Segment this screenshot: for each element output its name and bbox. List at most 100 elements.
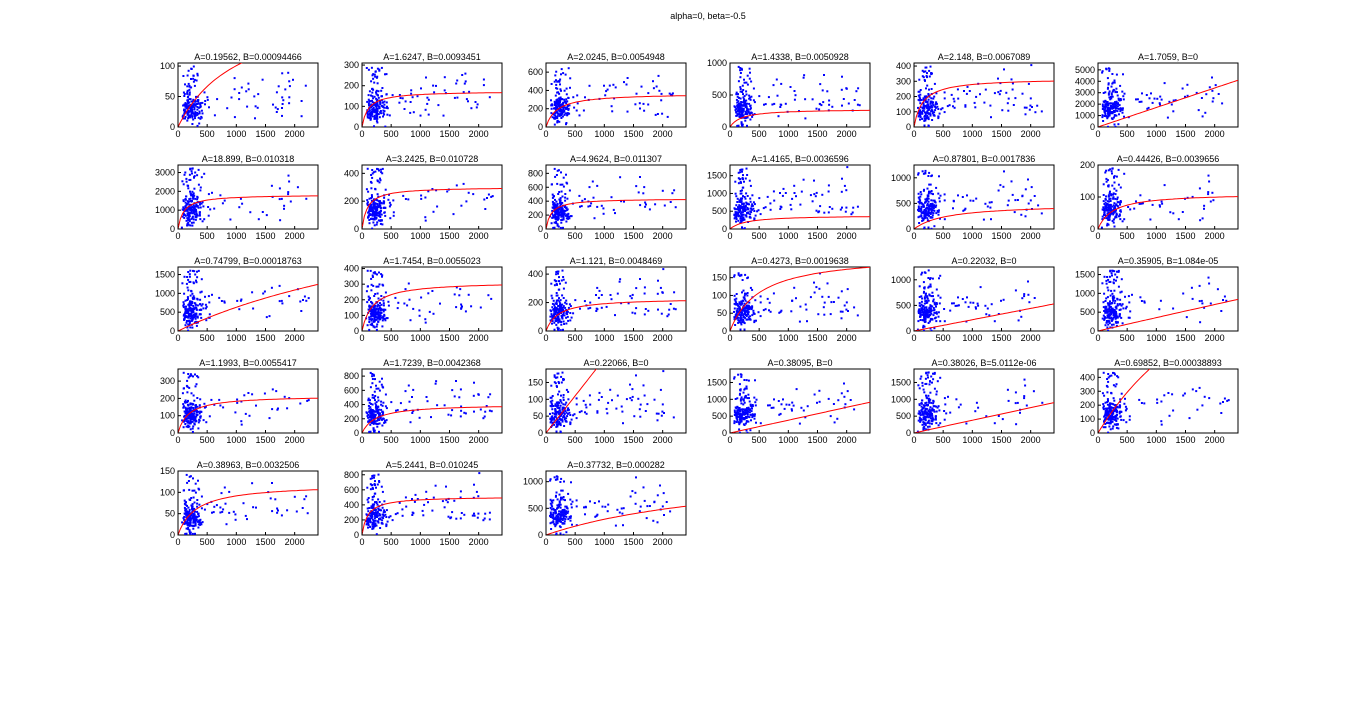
scatter-point — [930, 329, 933, 331]
scatter-point — [378, 318, 381, 321]
y-tick-label: 0 — [538, 122, 543, 132]
y-tick-label: 300 — [160, 376, 175, 386]
scatter-point — [588, 186, 591, 189]
scatter-point — [383, 103, 386, 106]
scatter-point — [372, 88, 375, 91]
scatter-point — [738, 302, 741, 305]
scatter-point — [558, 98, 561, 101]
scatter-point — [373, 117, 376, 120]
scatter-point — [567, 217, 570, 220]
scatter-point — [928, 205, 931, 208]
scatter-point — [557, 272, 559, 275]
scatter-point — [1113, 187, 1116, 190]
scatter-point — [398, 94, 401, 96]
scatter-point — [847, 310, 849, 312]
scatter-point — [932, 307, 935, 309]
scatter-point — [927, 299, 930, 302]
scatter-point — [373, 217, 376, 220]
scatter-point — [1027, 202, 1030, 205]
scatter-point — [1007, 109, 1010, 112]
scatter-point — [185, 320, 188, 322]
scatter-point — [565, 106, 568, 109]
scatter-point — [381, 101, 384, 104]
scatter-point — [845, 87, 848, 90]
scatter-point — [191, 172, 193, 175]
scatter-point — [931, 305, 934, 308]
scatter-point — [923, 217, 926, 220]
scatter-point — [1123, 92, 1126, 95]
scatter-point — [931, 206, 934, 209]
scatter-point — [1118, 214, 1121, 217]
scatter-point — [1112, 193, 1114, 196]
scatter-point — [1111, 82, 1114, 85]
scatter-point — [369, 430, 372, 433]
scatter-point — [1101, 71, 1104, 74]
scatter-point — [490, 410, 493, 413]
scatter-point — [387, 300, 390, 303]
scatter-point — [845, 189, 848, 192]
scatter-point — [192, 197, 195, 200]
scatter-point — [369, 113, 372, 116]
scatter-point — [190, 392, 193, 395]
scatter-point — [573, 106, 576, 109]
scatter-point — [1111, 73, 1114, 75]
scatter-point — [1110, 95, 1112, 98]
x-tick-label: 2000 — [469, 129, 489, 139]
scatter-point — [921, 111, 923, 114]
scatter-point — [1103, 318, 1106, 321]
y-tick-label: 100 — [1080, 192, 1095, 202]
scatter-point — [1116, 91, 1118, 94]
axes-frame — [545, 62, 687, 128]
scatter-point — [939, 194, 942, 197]
scatter-point — [856, 314, 859, 317]
scatter-point — [935, 288, 938, 291]
y-tick-label: 0 — [538, 224, 543, 234]
scatter-point — [201, 220, 204, 223]
scatter-point — [922, 203, 925, 206]
scatter-point — [376, 108, 379, 110]
scatter-point — [193, 399, 196, 402]
scatter-point — [376, 313, 379, 316]
scatter-point — [926, 195, 929, 198]
scatter-point — [918, 99, 921, 102]
scatter-point — [377, 297, 380, 300]
scatter-point — [749, 197, 752, 200]
scatter-point — [608, 84, 611, 87]
scatter-point — [736, 303, 739, 306]
scatter-point — [1112, 103, 1115, 106]
scatter-point — [1111, 317, 1114, 320]
scatter-point — [590, 202, 593, 205]
scatter-point — [957, 194, 959, 197]
scatter-point — [738, 110, 741, 113]
scatter-point — [197, 116, 200, 119]
scatter-point — [556, 111, 559, 114]
scatter-point — [381, 404, 384, 407]
scatter-point — [926, 76, 928, 79]
scatter-point — [189, 190, 191, 193]
y-tick-label: 1500 — [155, 270, 175, 280]
y-tick-label: 1000 — [891, 275, 911, 285]
scatter-point — [943, 91, 946, 94]
scatter-point — [416, 95, 419, 98]
scatter-point — [813, 291, 816, 294]
scatter-point — [931, 102, 934, 105]
scatter-point — [377, 303, 380, 306]
scatter-point — [969, 199, 972, 202]
subplot-title: A=0.19562, B=0.00094466 — [194, 52, 302, 62]
scatter-point — [390, 401, 393, 404]
scatter-point — [372, 97, 375, 100]
scatter-point — [558, 276, 560, 279]
y-tick-label: 0 — [1090, 122, 1095, 132]
scatter-point — [490, 297, 493, 300]
scatter-point — [1151, 203, 1154, 206]
scatter-point — [736, 201, 739, 203]
scatter-point — [985, 313, 988, 316]
scatter-point — [378, 68, 381, 71]
scatter-point — [554, 210, 557, 213]
scatter-point — [1103, 105, 1106, 108]
scatter-point — [233, 116, 236, 119]
scatter-point — [191, 427, 194, 430]
scatter-point — [559, 101, 561, 104]
scatter-point — [745, 81, 748, 84]
